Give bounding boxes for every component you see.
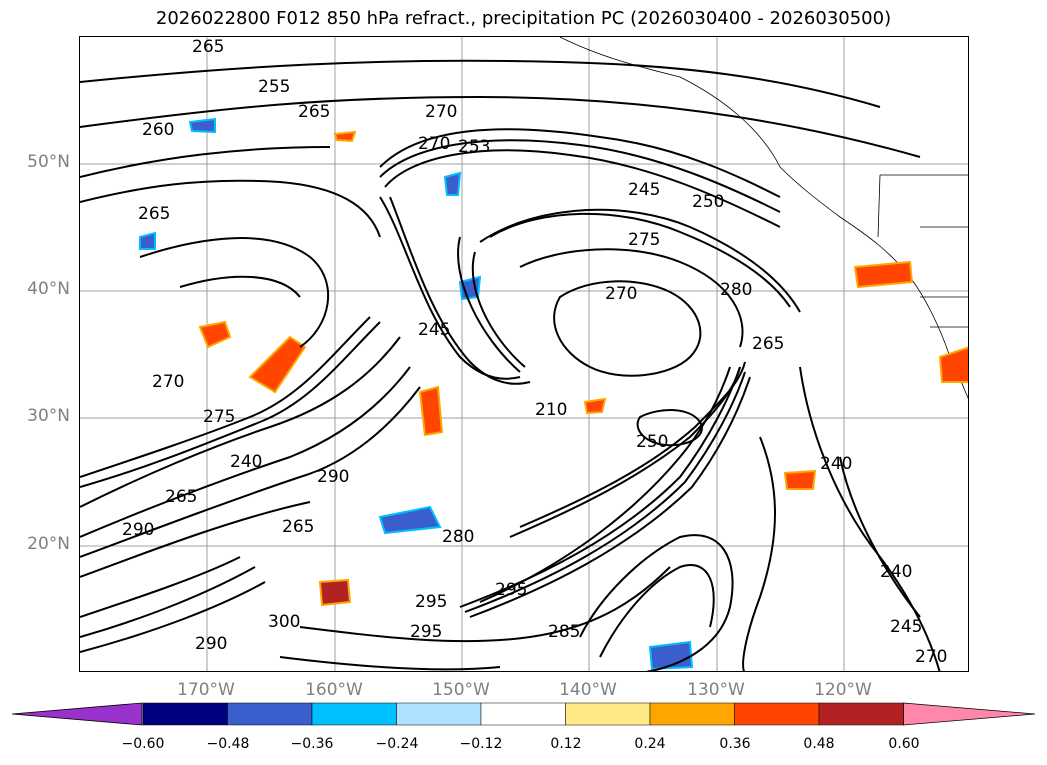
colorbar-cell	[142, 702, 228, 726]
contour-label: 270	[605, 284, 637, 304]
map-plot-area: 265 255 265 260 270 270 253 265 245 250 275 280 270 2…	[79, 36, 969, 672]
colorbar-tick-label: −0.24	[375, 736, 419, 752]
contour-label: 240	[820, 454, 852, 474]
colorbar-cells	[11, 702, 1036, 726]
contour-label: 280	[442, 527, 474, 547]
refractivity-contours	[80, 59, 941, 671]
contour-label: 285	[548, 622, 580, 642]
colorbar-cell	[11, 702, 143, 726]
lon-label-130w: 130°W	[687, 680, 745, 700]
contour-label: 265	[138, 204, 170, 224]
colorbar	[11, 702, 1036, 726]
lat-label-20n: 20°N	[27, 534, 70, 554]
contour-label: 265	[165, 487, 197, 507]
contour-label: 290	[122, 520, 154, 540]
colorbar-tick-label: 0.60	[888, 736, 920, 752]
contour-label: 265	[192, 37, 224, 57]
colorbar-cell	[311, 702, 397, 726]
colorbar-tick-label: 0.36	[719, 736, 751, 752]
contour-label: 250	[636, 432, 668, 452]
colorbar-cell	[396, 702, 482, 726]
contour-label: 250	[692, 192, 724, 212]
colorbar-tick-label: −0.60	[121, 736, 165, 752]
colorbar-tick-label: −0.48	[206, 736, 250, 752]
contour-label: 210	[535, 400, 567, 420]
colorbar-cell	[734, 702, 820, 726]
contour-label: 275	[203, 407, 235, 427]
contour-label: 280	[720, 280, 752, 300]
lon-label-150w: 150°W	[432, 680, 490, 700]
contour-label: 300	[268, 612, 300, 632]
colorbar-cell	[903, 702, 1036, 726]
contour-label: 260	[142, 120, 174, 140]
contour-label: 245	[890, 617, 922, 637]
lon-label-140w: 140°W	[559, 680, 617, 700]
coastline	[559, 37, 968, 399]
contour-label: 255	[258, 77, 290, 97]
precipitation-patches	[139, 117, 968, 671]
contour-label: 253	[458, 137, 490, 157]
lat-label-50n: 50°N	[27, 152, 70, 172]
lat-label-30n: 30°N	[27, 406, 70, 426]
lat-label-40n: 40°N	[27, 279, 70, 299]
contour-label: 290	[195, 634, 227, 654]
lon-label-160w: 160°W	[305, 680, 363, 700]
contour-label: 295	[495, 580, 527, 600]
colorbar-tick-label: −0.36	[290, 736, 334, 752]
contour-label: 275	[628, 230, 660, 250]
map-title: 2026022800 F012 850 hPa refract., precip…	[155, 8, 892, 29]
colorbar-cell	[565, 702, 651, 726]
contour-label: 290	[317, 467, 349, 487]
contour-label: 265	[298, 102, 330, 122]
contour-label: 270	[152, 372, 184, 392]
contour-label: 270	[418, 134, 450, 154]
colorbar-tick-label: 0.48	[803, 736, 835, 752]
colorbar-cell	[227, 702, 313, 726]
contour-label: 240	[230, 452, 262, 472]
contour-label: 270	[425, 102, 457, 122]
colorbar-tick-label: 0.12	[550, 736, 582, 752]
colorbar-cell	[649, 702, 735, 726]
map-canvas	[80, 37, 968, 671]
colorbar-tick-label: 0.24	[634, 736, 666, 752]
colorbar-cell	[818, 702, 904, 726]
contour-label: 265	[752, 334, 784, 354]
contour-label: 295	[415, 592, 447, 612]
contour-label: 265	[282, 517, 314, 537]
contour-label: 245	[418, 320, 450, 340]
lon-label-170w: 170°W	[177, 680, 235, 700]
lon-label-120w: 120°W	[814, 680, 872, 700]
colorbar-cell	[480, 702, 566, 726]
contour-label: 295	[410, 622, 442, 642]
contour-label: 240	[880, 562, 912, 582]
colorbar-tick-label: −0.12	[459, 736, 503, 752]
contour-label: 270	[915, 647, 947, 667]
contour-label: 245	[628, 180, 660, 200]
